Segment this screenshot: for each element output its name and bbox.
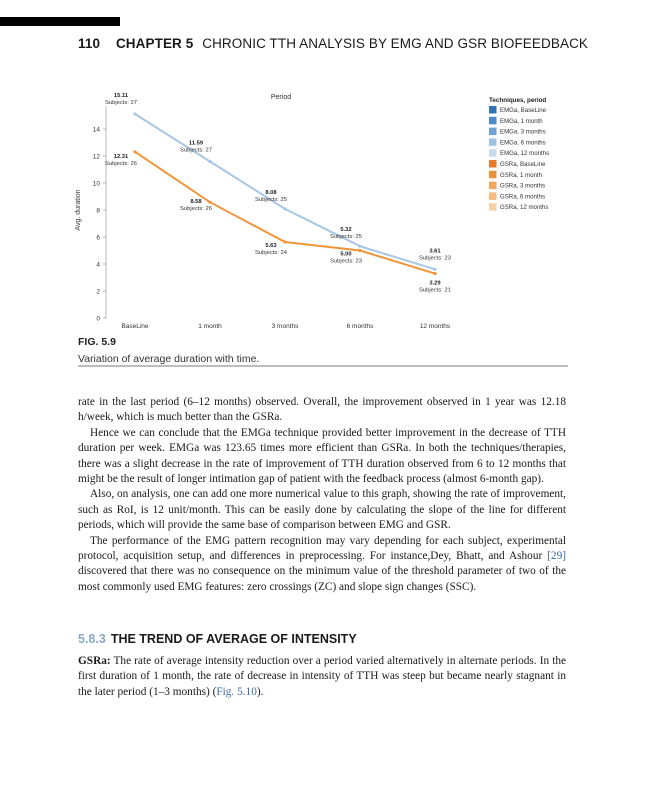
legend-label: EMGa, 1 month: [500, 118, 543, 125]
data-point: [208, 200, 212, 204]
data-label: 3.61: [429, 248, 441, 254]
legend-label: GSRa, BaseLine: [500, 161, 546, 168]
legend-swatch: [489, 192, 497, 200]
page-number: 110: [78, 36, 101, 51]
legend-label: EMGa, 6 months: [500, 139, 546, 146]
data-label: 5.32: [340, 227, 351, 233]
legend-swatch: [489, 127, 497, 136]
line-chart: Period 0 2 4 6 8 10 12 14 Avg. duration BaseLine 1 …: [75, 93, 549, 330]
data-label: 8.58: [190, 199, 202, 205]
y-tick-label: 2: [96, 289, 100, 296]
paragraph: rate in the last period (6–12 months) ob…: [78, 396, 566, 424]
paragraph: Hence we can conclude that the EMGa tech…: [78, 426, 566, 486]
legend-label: GSRa, 6 months: [500, 193, 545, 200]
subjects-label: Subjects: 25: [330, 234, 362, 240]
header-bar: [0, 17, 120, 26]
legend-swatch: [489, 181, 497, 190]
legend-swatch: [489, 170, 497, 179]
data-point: [358, 248, 362, 253]
legend-swatch: [489, 116, 497, 125]
section-title: THE TREND OF AVERAGE OF INTENSITY: [110, 632, 357, 646]
section-heading: 5.8.3 THE TREND OF AVERAGE OF INTENSITY: [78, 632, 357, 646]
y-tick-label: 4: [96, 262, 100, 269]
data-point: [283, 207, 287, 211]
figure-5-9: Period 0 2 4 6 8 10 12 14 Avg. duration BaseLine 1 …: [70, 88, 570, 348]
subjects-label: Subjects: 23: [330, 259, 362, 265]
subjects-label: Subjects: 26: [180, 206, 212, 212]
subjects-label: Subjects: 25: [255, 197, 287, 203]
chapter-title: CHRONIC TTH ANALYSIS BY EMG AND GSR BIOF…: [202, 36, 589, 51]
body-text: rate in the last period (6–12 months) ob…: [78, 395, 566, 595]
figure-caption-text: Variation of average duration with time.: [78, 353, 260, 365]
y-tick-label: 6: [96, 235, 100, 242]
data-label: 11.59: [189, 141, 204, 147]
data-label: 5.00: [340, 252, 351, 258]
paragraph-text: The rate of average intensity reduction …: [78, 655, 566, 698]
data-label: 3.29: [429, 281, 441, 287]
legend-label: EMGa, BaseLine: [500, 107, 547, 114]
figure-label: FIG. 5.9: [78, 336, 116, 348]
paragraph-lead: GSRa:: [78, 655, 111, 667]
data-point: [283, 240, 287, 244]
subjects-label: Subjects: 24: [255, 250, 288, 256]
legend-label: GSRa, 3 months: [500, 183, 545, 190]
running-header: 110 CHAPTER 5 CHRONIC TTH ANALYSIS BY EM…: [78, 36, 588, 51]
y-tick-label: 14: [93, 127, 101, 134]
legend-swatch: [489, 160, 497, 168]
data-label: 8.08: [265, 190, 277, 196]
subjects-label: Subjects: 27: [180, 148, 212, 154]
section-number: 5.8.3: [78, 632, 106, 646]
data-label: 12.31: [114, 154, 129, 160]
subjects-label: Subjects: 23: [419, 255, 451, 261]
subjects-label: Subjects: 27: [105, 100, 137, 106]
legend-swatch: [489, 203, 497, 211]
legend-label: GSRa, 1 month: [500, 172, 542, 179]
paragraph-text: discovered that there was no consequence…: [78, 565, 566, 593]
data-label: 15.11: [114, 93, 129, 99]
citation-link[interactable]: [29]: [547, 550, 566, 563]
caption-divider: [78, 365, 568, 367]
data-point: [433, 267, 437, 271]
x-tick-label: 12 months: [420, 323, 451, 330]
legend-label: EMGa, 12 months: [500, 150, 549, 157]
y-tick-label: 12: [93, 154, 101, 161]
y-axis-label: Avg. duration: [75, 189, 82, 230]
data-point: [208, 159, 212, 164]
data-point: [433, 271, 437, 276]
legend-label: GSRa, 12 months: [500, 204, 548, 211]
section-text: GSRa: The rate of average intensity redu…: [78, 654, 566, 700]
chart-title: Period: [271, 94, 291, 101]
figure-caption: FIG. 5.9 Variation of average duration w…: [78, 336, 259, 365]
x-tick-label: 3 months: [272, 323, 299, 330]
chapter-label: CHAPTER 5: [115, 36, 194, 51]
series-line: [134, 113, 436, 271]
y-tick-label: 8: [96, 208, 100, 215]
legend-swatch: [489, 149, 497, 157]
x-tick-label: 6 months: [347, 323, 374, 330]
x-tick-label: BaseLine: [121, 323, 148, 330]
figure-link[interactable]: Fig. 5.10: [216, 685, 257, 698]
legend-title: Techniques, period: [489, 97, 546, 104]
paragraph: Also, on analysis, one can add one more …: [78, 488, 566, 532]
y-tick-label: 0: [96, 316, 100, 323]
paragraph-text: The performance of the EMG pattern recog…: [78, 534, 566, 563]
legend-label: EMGa, 3 months: [500, 129, 546, 136]
paragraph: The performance of the EMG pattern recog…: [78, 534, 566, 596]
x-tick-label: 1 month: [198, 323, 222, 330]
data-label: 5.63: [265, 243, 277, 249]
legend-swatch: [489, 106, 497, 114]
subjects-label: Subjects: 26: [105, 161, 137, 167]
data-point: [358, 244, 362, 248]
paragraph: GSRa: The rate of average intensity redu…: [78, 654, 566, 700]
subjects-label: Subjects: 21: [419, 288, 451, 294]
legend-swatch: [489, 138, 497, 146]
data-point: [133, 112, 137, 116]
y-tick-label: 10: [93, 181, 101, 188]
paragraph-text: ).: [256, 685, 264, 698]
data-point: [133, 150, 137, 154]
